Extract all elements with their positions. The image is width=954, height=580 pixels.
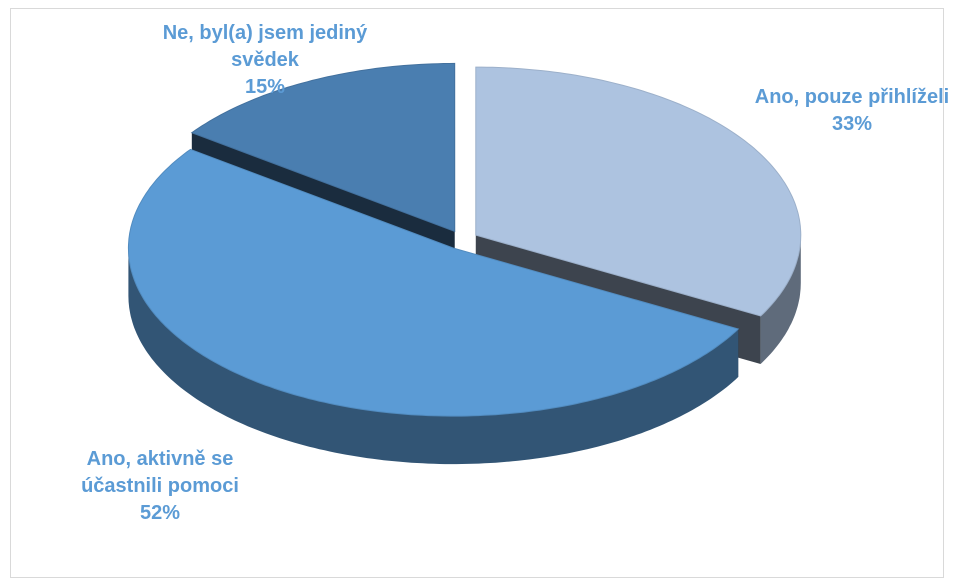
category-label: Ano, pouze přihlíželi bbox=[754, 86, 950, 108]
value-label: 15% bbox=[244, 76, 286, 98]
category-label: Ne, byl(a) jsem jediný svědek bbox=[162, 22, 368, 71]
data-label: Ano, aktivně se účastnili pomoci 52% bbox=[50, 446, 270, 527]
pie-slice bbox=[475, 66, 802, 317]
pie-slice bbox=[127, 148, 740, 417]
category-label: Ano, aktivně se účastnili pomoci bbox=[81, 448, 239, 497]
chart-frame bbox=[10, 8, 944, 578]
data-label: Ano, pouze přihlíželi 33% bbox=[742, 84, 954, 138]
slice-side bbox=[128, 248, 739, 465]
slice-side bbox=[760, 235, 801, 364]
pie-slice bbox=[190, 62, 456, 233]
data-label: Ne, byl(a) jsem jediný svědek 15% bbox=[155, 20, 375, 101]
value-label: 33% bbox=[831, 113, 873, 135]
value-label: 52% bbox=[139, 502, 181, 524]
